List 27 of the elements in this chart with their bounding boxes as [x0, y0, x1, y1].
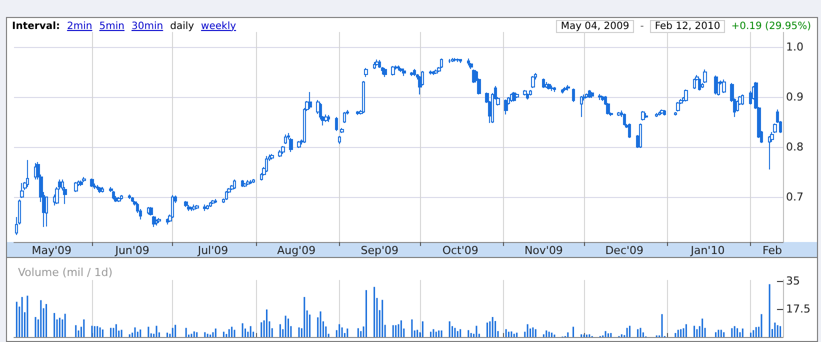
text: May 04, 2009 [556, 20, 634, 32]
x-tick-label: Oct'09 [442, 244, 478, 257]
x-tick-label: Dec'09 [605, 244, 644, 257]
y-tick-label: 35 [786, 274, 800, 288]
text: 30min [132, 20, 164, 32]
y-tick-label: 0.7 [786, 190, 804, 204]
x-tick-label: Jun'09 [114, 244, 150, 257]
x-tick-label: Jan'10 [690, 244, 725, 257]
text: Feb 12, 2010 [650, 20, 726, 32]
x-tick-label: Aug'09 [277, 244, 316, 257]
text: daily [170, 20, 194, 32]
x-tick-label: Nov'09 [524, 244, 563, 257]
x-tick-label: Jul'09 [196, 244, 228, 257]
y-tick-label: 0.9 [786, 90, 804, 104]
text: weekly [201, 20, 236, 32]
y-tick-label: 1.0 [786, 40, 804, 54]
y-tick-label: 0.8 [786, 140, 804, 154]
x-tick-label: Feb [762, 244, 782, 257]
text: +0.19 (29.95%) [731, 20, 811, 32]
y-tick-label: 17.5 [786, 302, 810, 316]
text: - [640, 20, 644, 32]
text: 5min [99, 20, 124, 32]
text: 2min [67, 20, 92, 32]
x-tick-label: May'09 [32, 244, 72, 257]
chart-title: Volume (mil / 1d) [18, 266, 112, 279]
text: Interval: [12, 20, 60, 32]
x-tick-label: Sep'09 [360, 244, 399, 257]
